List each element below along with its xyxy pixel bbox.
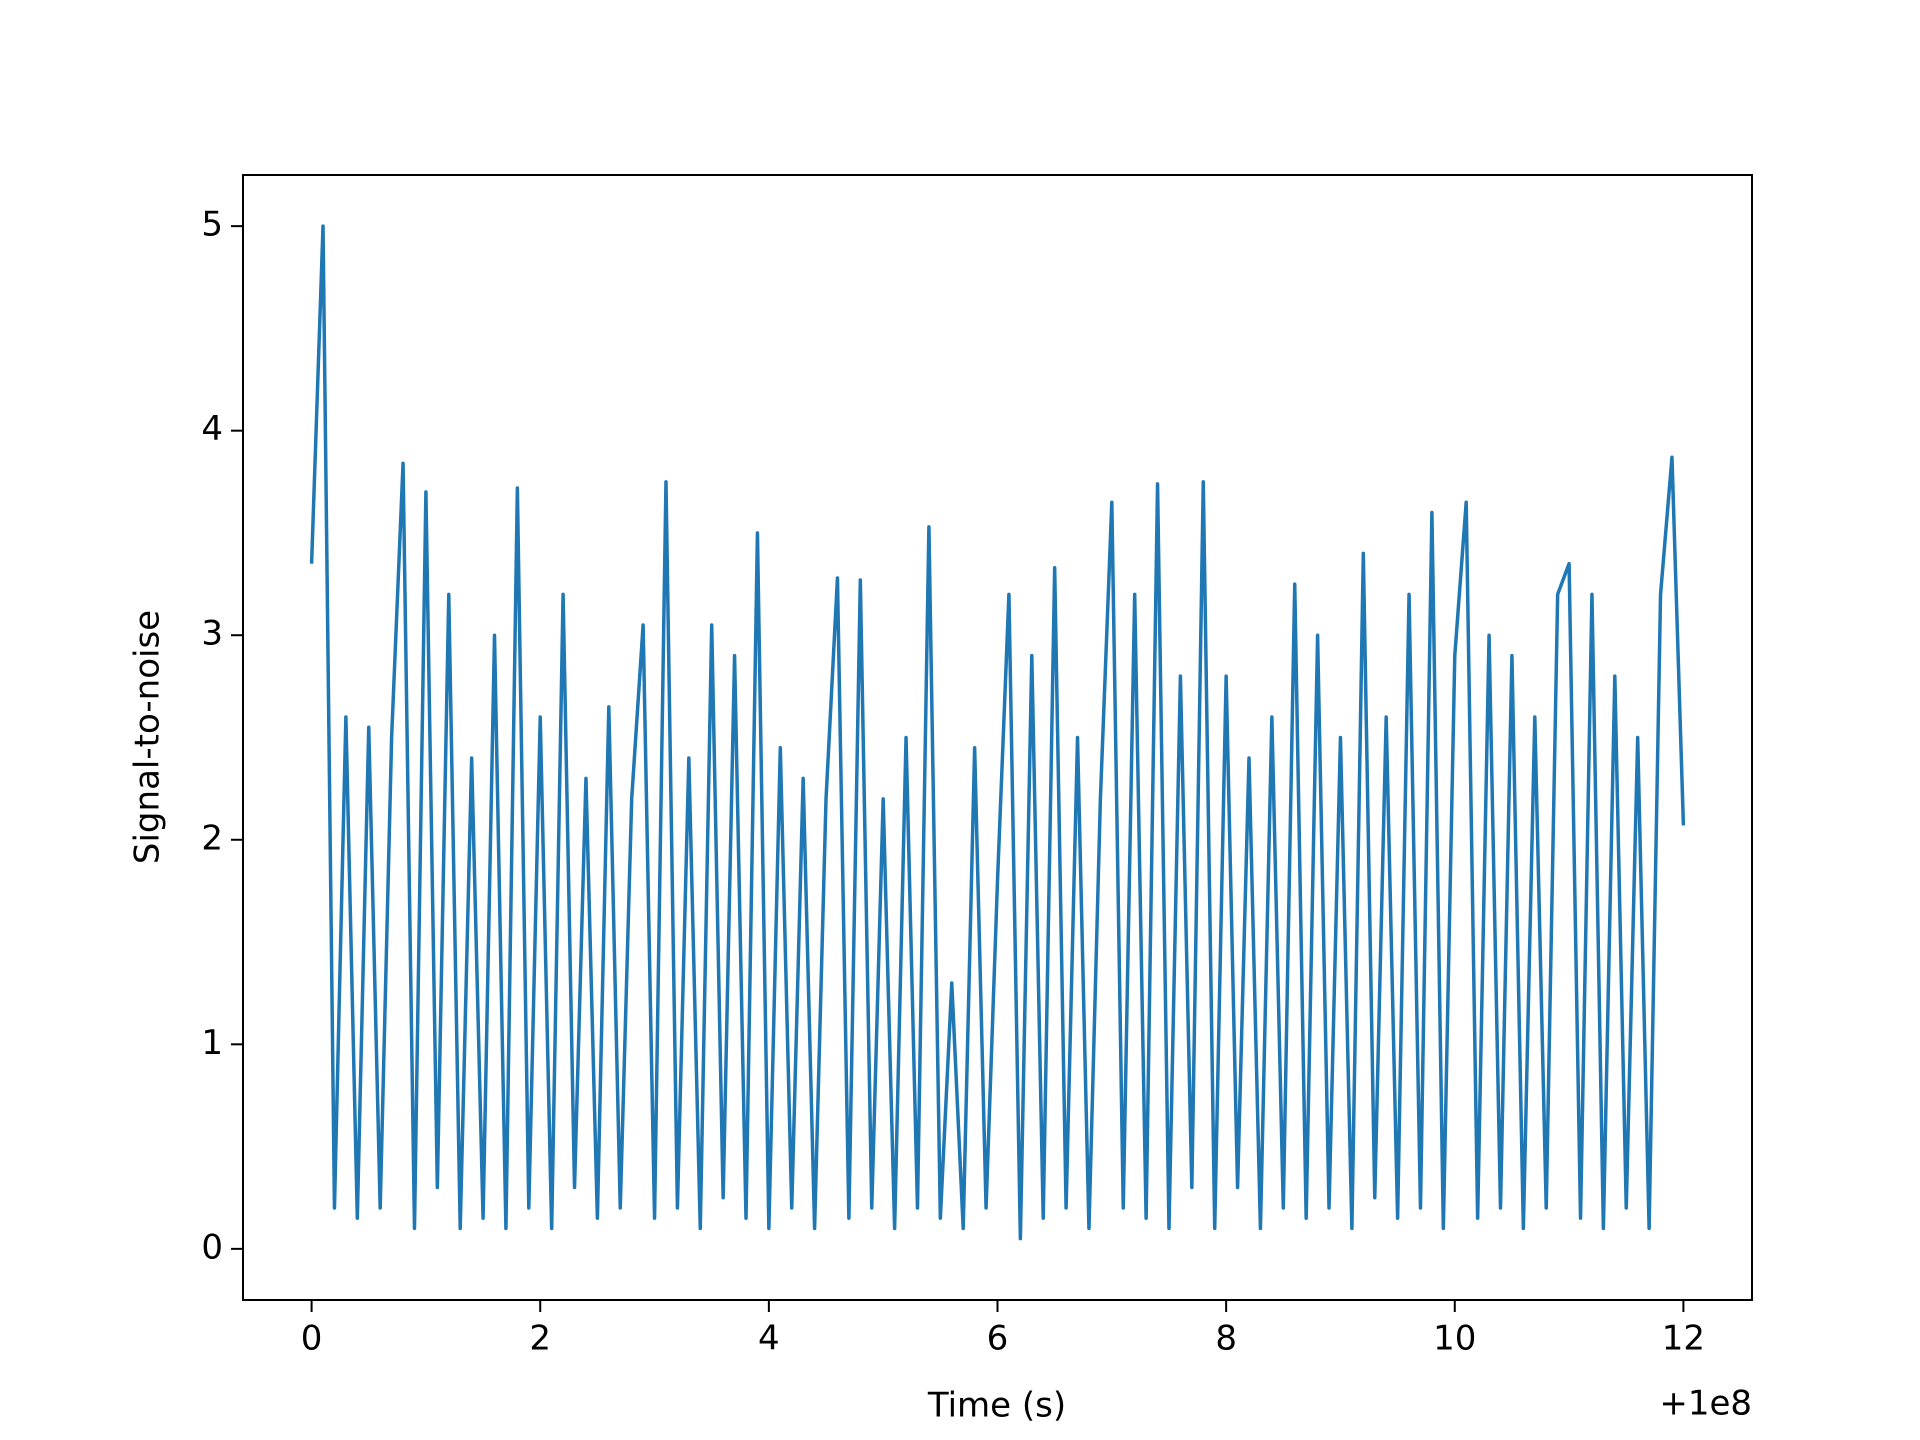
x-tick-label: 0 xyxy=(301,1319,323,1359)
x-tick-label: 2 xyxy=(529,1319,551,1359)
data-line xyxy=(309,224,1686,1241)
x-tick-label: 10 xyxy=(1433,1319,1476,1359)
x-offset-label: +1e8 xyxy=(1659,1384,1752,1424)
y-tick-label: 1 xyxy=(201,1023,223,1063)
x-tick-label: 12 xyxy=(1662,1319,1705,1359)
y-tick-label: 5 xyxy=(201,205,223,245)
x-tick-label: 8 xyxy=(1215,1319,1237,1359)
y-axis-label: Signal-to-noise xyxy=(128,610,168,864)
x-tick-label: 6 xyxy=(987,1319,1009,1359)
plot-area xyxy=(309,224,1686,1241)
y-tick-label: 2 xyxy=(201,818,223,858)
x-axis-label: Time (s) xyxy=(927,1386,1066,1426)
y-tick-label: 0 xyxy=(201,1227,223,1267)
y-tick-label: 3 xyxy=(201,614,223,654)
y-tick-label: 4 xyxy=(201,409,223,449)
x-tick-label: 4 xyxy=(758,1319,780,1359)
